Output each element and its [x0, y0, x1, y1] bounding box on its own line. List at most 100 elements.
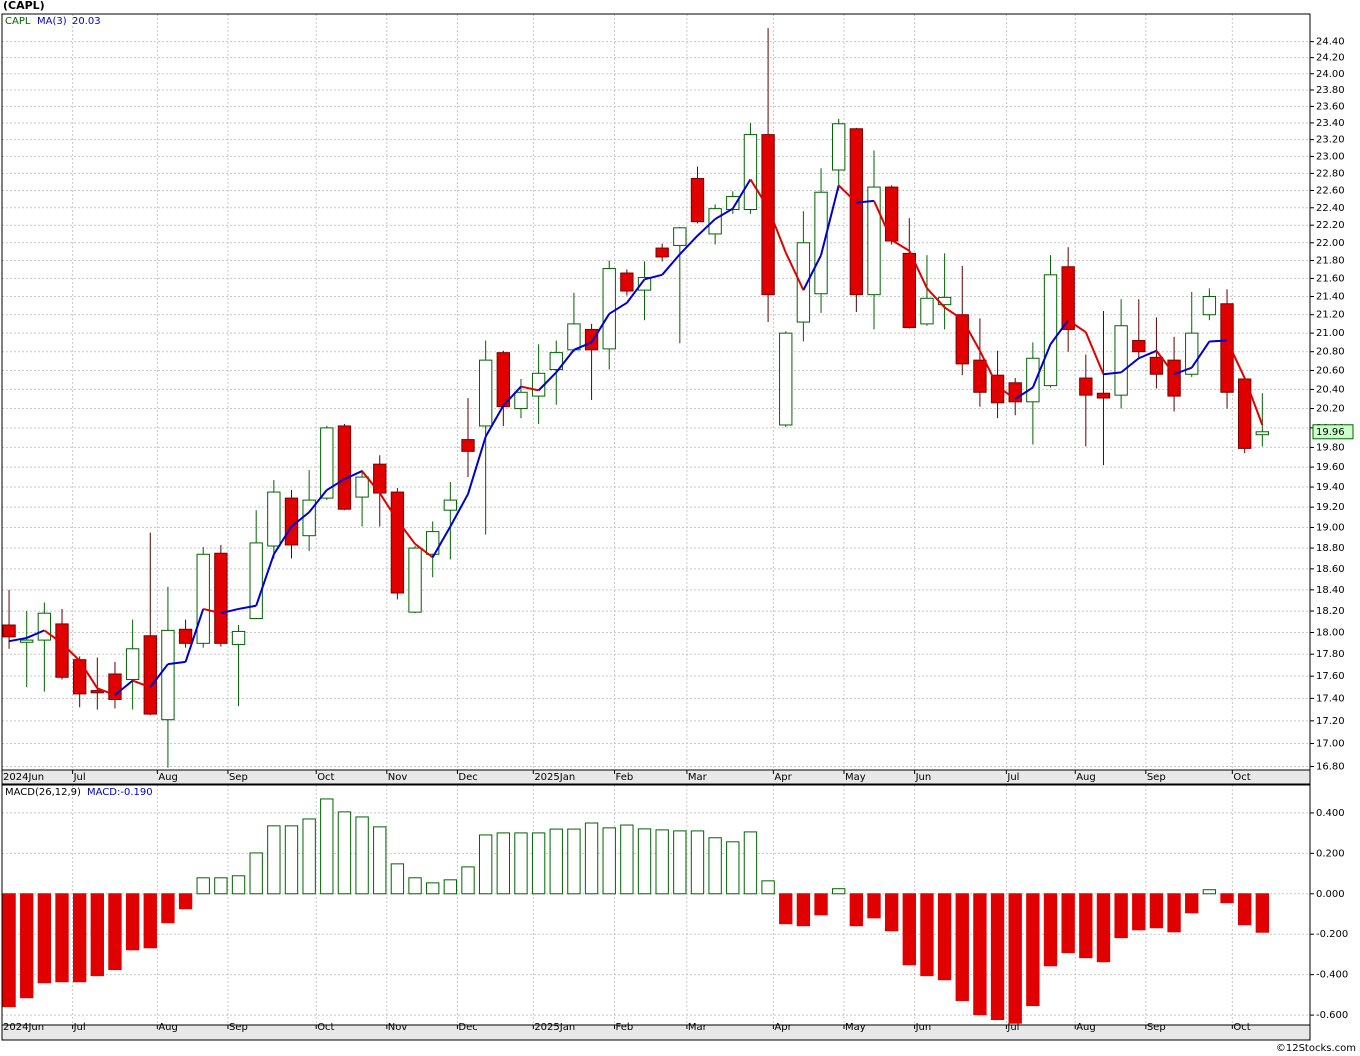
ma-line: [891, 239, 910, 252]
ma-line: [308, 489, 328, 513]
ma-line: [573, 341, 592, 351]
macd-bar: [355, 816, 369, 895]
y-tick-label: 21.00: [1316, 328, 1345, 339]
ma-line: [272, 525, 293, 555]
macd-bar: [1238, 893, 1252, 926]
ma-line: [1155, 350, 1175, 375]
candle-body: [920, 297, 934, 325]
date-strip: [2, 770, 1310, 784]
macd-bar: [531, 832, 546, 895]
candle-body: [1043, 274, 1058, 387]
candle-body: [655, 247, 669, 258]
legend-ma: MA(3): [37, 16, 67, 27]
y-tick-label: 21.80: [1316, 256, 1345, 267]
candle-body: [108, 673, 122, 700]
candle-body: [337, 425, 352, 510]
y-tick-label: 19.20: [1316, 502, 1345, 513]
ma-line: [1031, 343, 1052, 388]
candle-body: [867, 186, 881, 296]
macd-bar: [125, 893, 140, 951]
macd-bar: [1220, 893, 1234, 904]
x-tick-label: 2025Jan: [534, 772, 575, 783]
ma-line: [132, 679, 151, 689]
x-tick-label: Sep: [1147, 1022, 1166, 1033]
macd-bar: [796, 893, 811, 927]
candle-body: [673, 227, 687, 246]
ma-line: [802, 254, 822, 291]
y-tick-label: 17.00: [1316, 739, 1345, 750]
macd-bar: [849, 893, 864, 927]
candle-body: [1167, 359, 1181, 397]
x-tick-label: Sep: [229, 772, 248, 783]
ma-line: [114, 679, 134, 696]
macd-bar: [390, 863, 405, 895]
macd-bar: [72, 893, 87, 983]
macd-bar: [214, 877, 228, 895]
ma-line: [96, 687, 116, 696]
macd-bar: [478, 834, 493, 895]
x-tick-label: Dec: [458, 1022, 477, 1033]
x-tick-label: Jul: [73, 772, 86, 783]
y-tick-label: 22.20: [1316, 220, 1345, 231]
x-tick-label: 2024Jun: [3, 1022, 44, 1033]
ma-line: [1190, 340, 1211, 369]
x-tick-label: Apr: [774, 1022, 792, 1033]
ma-line: [1209, 339, 1228, 343]
macd-bar: [620, 824, 634, 895]
macd-bar: [726, 841, 740, 895]
candle-body: [1079, 377, 1093, 396]
candle-body: [443, 499, 458, 511]
macd-bar: [567, 828, 581, 895]
candle-body: [796, 242, 811, 323]
macd-bar: [584, 822, 599, 895]
ma-line: [696, 218, 716, 237]
x-tick-label: Aug: [1076, 1022, 1096, 1033]
candle-body: [1008, 382, 1022, 403]
x-tick-label: Oct: [1233, 1022, 1250, 1033]
macd-bar: [973, 893, 987, 1016]
ma-line: [926, 287, 946, 309]
candle-body: [1255, 431, 1270, 436]
candle-body: [496, 352, 510, 408]
macd-bar: [337, 811, 352, 895]
y-tick-label: 18.40: [1316, 585, 1345, 596]
macd-bar: [373, 826, 387, 895]
ma-line: [644, 273, 663, 281]
y-tick-label: 20.40: [1316, 384, 1345, 395]
candle-body: [1114, 325, 1128, 396]
legend-macd-value: MACD:-0.190: [87, 787, 153, 798]
ma-line: [484, 405, 505, 438]
x-tick-label: Jul: [1006, 772, 1019, 783]
ma-line: [61, 642, 81, 662]
macd-bar: [320, 798, 334, 895]
x-tick-label: Feb: [616, 772, 634, 783]
ma-line: [149, 663, 169, 688]
candle-body: [567, 323, 581, 351]
macd-bar: [708, 837, 722, 895]
x-tick-label: May: [845, 772, 866, 783]
macd-bar: [1061, 893, 1075, 954]
candle-body: [2, 624, 16, 638]
candle-body: [743, 134, 758, 211]
y-tick-label: 17.40: [1316, 693, 1345, 704]
candle-body: [1149, 356, 1164, 375]
macd-bar: [161, 893, 175, 924]
x-tick-label: 2024Jun: [3, 772, 44, 783]
ma-line: [326, 478, 345, 491]
ma-line: [1120, 357, 1140, 374]
macd-frame: [1, 784, 1311, 1041]
ma-line: [749, 178, 769, 209]
x-tick-label: 2025Jan: [534, 1022, 575, 1033]
footer: ©12Stocks.com: [1276, 1043, 1356, 1054]
macd-bar: [1096, 893, 1111, 963]
macd-bar: [920, 893, 934, 977]
macd-bar: [602, 827, 616, 895]
y-tick-label: -0.200: [1316, 929, 1348, 940]
macd-bar: [1202, 889, 1217, 895]
x-tick-label: Dec: [458, 772, 477, 783]
candle-body: [779, 332, 793, 426]
macd-bar: [1255, 893, 1270, 933]
macd-bar: [2, 893, 16, 1008]
x-tick-label: Sep: [1147, 772, 1166, 783]
